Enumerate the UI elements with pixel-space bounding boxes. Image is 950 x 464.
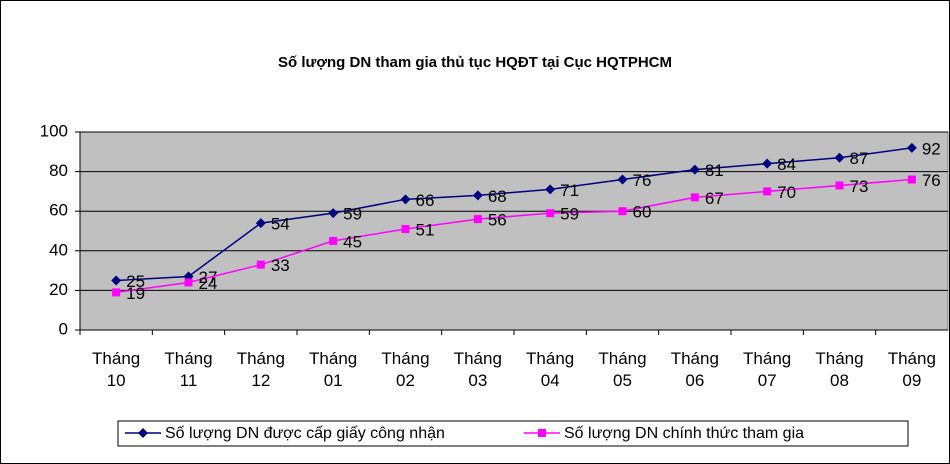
data-label: 66 (416, 191, 435, 210)
point (689, 164, 700, 175)
x-tick-label: Tháng 05 (598, 349, 647, 390)
point (690, 193, 699, 202)
x-tick-label: Tháng 03 (453, 349, 502, 390)
x-tick-label: Tháng 10 (92, 349, 141, 390)
x-tick-label: Tháng 02 (381, 349, 430, 390)
point (255, 218, 266, 229)
y-tick-label: 0 (59, 319, 68, 338)
legend-label: Số lượng DN được cấp giấy công nhận (165, 425, 445, 442)
plot-area (79, 131, 949, 331)
point (400, 194, 411, 205)
data-label: 59 (343, 205, 362, 224)
point (112, 288, 121, 297)
data-label: 45 (343, 232, 362, 251)
point (763, 187, 772, 196)
data-label: 68 (488, 187, 507, 206)
data-label: 51 (416, 221, 435, 240)
data-label: 73 (850, 177, 869, 196)
point (401, 225, 410, 234)
x-tick-label: Tháng 11 (164, 349, 213, 390)
chart-title: Số lượng DN tham gia thủ tục HQĐT tại Cụ… (278, 54, 672, 71)
point (546, 209, 555, 218)
x-tick-label: Tháng 06 (670, 349, 719, 390)
data-label: 76 (633, 171, 652, 190)
data-label: 67 (705, 189, 724, 208)
data-label: 25 (126, 272, 145, 291)
y-tick-label: 60 (49, 201, 68, 220)
series-line (116, 147, 912, 282)
data-label: 81 (705, 161, 724, 180)
point (184, 278, 193, 287)
data-label: 92 (922, 139, 941, 158)
point (111, 275, 122, 286)
data-label: 70 (777, 183, 796, 202)
data-label: 56 (488, 211, 507, 230)
x-tick-label: Tháng 01 (309, 349, 358, 390)
y-tick-label: 80 (49, 161, 68, 180)
x-tick-label: Tháng 07 (743, 349, 792, 390)
point (906, 142, 917, 153)
point (328, 208, 339, 219)
data-label: 60 (633, 203, 652, 222)
y-tick-label: 100 (40, 121, 68, 140)
point (762, 158, 773, 169)
y-tick-label: 40 (49, 240, 68, 259)
point (618, 207, 627, 216)
x-tick-label: Tháng 09 (887, 349, 936, 390)
data-label: 59 (560, 205, 579, 224)
data-label: 84 (777, 155, 796, 174)
data-label: 54 (271, 215, 290, 234)
point (329, 236, 338, 245)
legend-marker (538, 429, 546, 437)
point (907, 175, 916, 184)
x-tick-label: Tháng 12 (236, 349, 285, 390)
point (617, 174, 628, 185)
series-line (116, 178, 912, 294)
data-label: 76 (922, 171, 941, 190)
point (472, 190, 483, 201)
legend (117, 420, 909, 447)
legend-label: Số lượng DN chính thức tham gia (564, 425, 804, 442)
legend-marker (138, 428, 148, 438)
point (256, 260, 265, 269)
data-label: 24 (199, 274, 218, 293)
data-label: 19 (126, 284, 145, 303)
data-label: 33 (271, 256, 290, 275)
x-tick-label: Tháng 08 (815, 349, 864, 390)
point (473, 215, 482, 224)
data-label: 71 (560, 181, 579, 200)
x-tick-label: Tháng 04 (526, 349, 575, 390)
point (834, 152, 845, 163)
point (545, 184, 556, 195)
data-label: 87 (850, 149, 869, 168)
point (835, 181, 844, 190)
y-tick-label: 20 (49, 280, 68, 299)
